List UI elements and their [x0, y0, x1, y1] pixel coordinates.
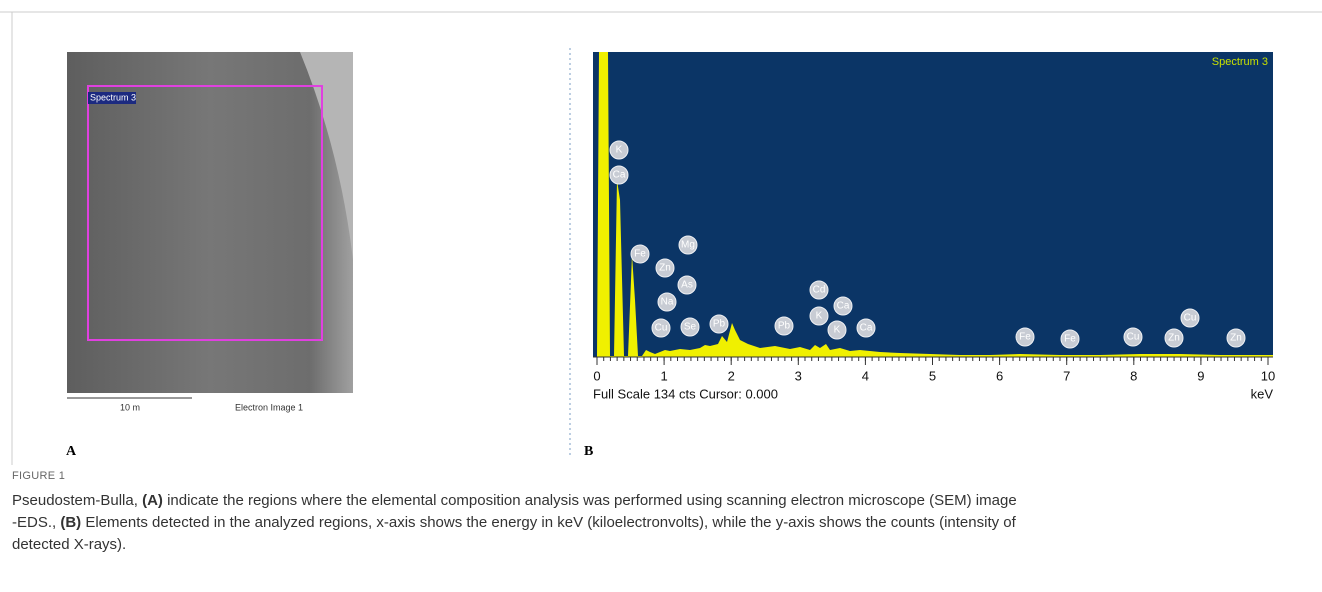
element-label: Zn [659, 263, 671, 274]
spectrum-label: Spectrum 3 [1212, 56, 1268, 68]
x-axis-ticks: 0 1 2 3 4 5 6 7 8 9 10 [593, 357, 1275, 383]
element-label: Cu [1184, 313, 1197, 324]
figure-label: FIGURE 1 [12, 470, 1317, 482]
x-tick-label: 9 [1197, 368, 1204, 383]
caption: FIGURE 1 Pseudostem-Bulla, (A) indicate … [12, 470, 1317, 556]
caption-line: Pseudostem-Bulla, (A) indicate the regio… [12, 490, 1317, 512]
x-tick-label: 5 [929, 368, 936, 383]
scale-label: 10 m [120, 402, 140, 412]
element-label: Na [661, 297, 674, 308]
element-label: K [834, 325, 841, 336]
element-label: Fe [1064, 334, 1076, 345]
element-label: Fe [634, 249, 646, 260]
element-label: Cd [813, 285, 826, 296]
element-label: As [681, 280, 693, 291]
x-tick-label: 4 [862, 368, 869, 383]
x-tick-label: 1 [660, 368, 667, 383]
x-tick-label: 10 [1261, 368, 1275, 383]
x-unit: keV [1251, 386, 1274, 401]
caption-text: -EDS., [12, 514, 60, 531]
page: Spectrum 3 10 m Electron Image 1 A K Ca Fe… [0, 0, 1322, 592]
panel-letter-a: A [66, 444, 77, 459]
element-label: Ca [860, 323, 873, 334]
panel-letter-b: B [584, 444, 593, 459]
element-label: Cu [655, 323, 668, 334]
caption-text: Pseudostem-Bulla, [12, 492, 142, 509]
element-label: Mg [681, 240, 695, 251]
x-tick-label: 6 [996, 368, 1003, 383]
element-label: K [616, 145, 623, 156]
caption-line: -EDS., (B) Elements detected in the anal… [12, 512, 1317, 534]
image-label: Electron Image 1 [235, 402, 303, 412]
x-tick-label: 3 [795, 368, 802, 383]
caption-line: detected X-rays). [12, 534, 1317, 556]
caption-text: (A) [142, 492, 163, 509]
element-label: Ca [837, 301, 850, 312]
element-label: Zn [1168, 333, 1180, 344]
element-label: Ca [613, 170, 626, 181]
element-label: Cu [1127, 332, 1140, 343]
x-tick-label: 2 [728, 368, 735, 383]
roi-label: Spectrum 3 [90, 92, 136, 102]
element-label: K [816, 311, 823, 322]
caption-text: Elements detected in the analyzed region… [81, 514, 1016, 531]
caption-text: (B) [60, 514, 81, 531]
element-label: Zn [1230, 333, 1242, 344]
element-label: Pb [778, 321, 791, 332]
figure: Spectrum 3 10 m Electron Image 1 A K Ca Fe… [0, 0, 1322, 465]
element-label: Fe [1019, 332, 1031, 343]
x-tick-label: 0 [593, 368, 600, 383]
element-label: Se [684, 322, 697, 333]
element-label: Pb [713, 319, 726, 330]
caption-text: detected X-rays). [12, 536, 126, 553]
x-tick-label: 8 [1130, 368, 1137, 383]
spectrum-plot [593, 52, 1273, 357]
caption-text: indicate the regions where the elemental… [163, 492, 1017, 509]
x-tick-label: 7 [1063, 368, 1070, 383]
status-text: Full Scale 134 cts Cursor: 0.000 [593, 386, 778, 401]
